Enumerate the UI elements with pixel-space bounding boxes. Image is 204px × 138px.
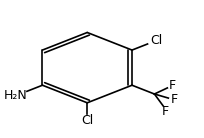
Text: Cl: Cl [81, 114, 93, 127]
Text: F: F [169, 79, 176, 92]
Text: F: F [162, 105, 169, 118]
Text: H₂N: H₂N [4, 89, 28, 102]
Text: F: F [171, 93, 178, 106]
Text: Cl: Cl [150, 34, 162, 47]
